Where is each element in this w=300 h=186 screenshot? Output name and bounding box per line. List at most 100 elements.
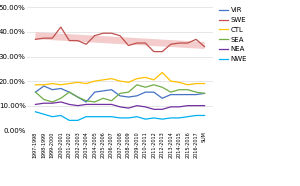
VIR (169, 94, 172, 96)
SWE (177, 42, 181, 44)
NWE (152, 117, 156, 119)
VIR (203, 92, 206, 94)
CTL (144, 76, 147, 78)
SWE (160, 51, 164, 53)
Legend: VIR, SWE, CTL, SEA, NEA, NWE: VIR, SWE, CTL, SEA, NEA, NWE (220, 7, 247, 62)
NEA (194, 105, 198, 107)
VIR (127, 96, 130, 98)
SWE (101, 32, 105, 34)
SWE (127, 44, 130, 47)
SWE (51, 37, 54, 39)
SWE (68, 39, 71, 42)
SWE (59, 26, 63, 28)
NEA (93, 103, 96, 105)
NWE (118, 117, 122, 119)
NEA (59, 101, 63, 103)
CTL (169, 80, 172, 82)
SWE (34, 38, 37, 41)
SWE (194, 38, 198, 41)
SEA (169, 91, 172, 93)
SWE (144, 42, 147, 44)
VIR (135, 95, 139, 97)
NWE (127, 117, 130, 119)
VIR (101, 90, 105, 92)
NWE (34, 111, 37, 113)
NEA (144, 106, 147, 108)
CTL (51, 82, 54, 85)
CTL (110, 78, 113, 80)
NEA (160, 108, 164, 110)
SWE (76, 39, 80, 42)
VIR (42, 85, 46, 87)
SEA (68, 91, 71, 93)
Line: SEA: SEA (35, 85, 205, 102)
NWE (51, 116, 54, 118)
SEA (93, 101, 96, 103)
CTL (118, 80, 122, 82)
NEA (51, 102, 54, 104)
NEA (118, 106, 122, 108)
SWE (93, 35, 96, 37)
NEA (68, 103, 71, 105)
VIR (144, 91, 147, 93)
Line: NWE: NWE (35, 112, 205, 120)
NEA (152, 108, 156, 110)
VIR (84, 101, 88, 103)
NEA (203, 105, 206, 107)
SEA (84, 100, 88, 102)
CTL (160, 71, 164, 74)
NEA (101, 103, 105, 105)
CTL (68, 82, 71, 85)
NWE (84, 116, 88, 118)
VIR (51, 89, 54, 91)
SEA (34, 91, 37, 93)
VIR (177, 94, 181, 96)
SEA (51, 101, 54, 103)
CTL (152, 79, 156, 81)
CTL (101, 79, 105, 81)
NEA (186, 105, 189, 107)
VIR (68, 91, 71, 93)
CTL (34, 84, 37, 86)
SEA (194, 91, 198, 93)
SEA (59, 97, 63, 99)
CTL (135, 78, 139, 80)
SWE (110, 32, 113, 34)
SEA (110, 100, 113, 102)
VIR (93, 91, 96, 93)
SEA (42, 98, 46, 101)
NEA (135, 105, 139, 107)
CTL (84, 82, 88, 85)
SWE (186, 42, 189, 44)
NWE (59, 114, 63, 117)
NWE (101, 116, 105, 118)
SEA (144, 86, 147, 88)
SEA (177, 89, 181, 91)
VIR (110, 89, 113, 91)
NWE (110, 116, 113, 118)
NWE (93, 116, 96, 118)
NEA (169, 106, 172, 108)
SEA (203, 92, 206, 94)
NWE (68, 119, 71, 121)
Line: NEA: NEA (35, 102, 205, 109)
SWE (118, 35, 122, 37)
VIR (59, 87, 63, 90)
NEA (76, 105, 80, 107)
NEA (34, 103, 37, 105)
CTL (59, 84, 63, 86)
SEA (101, 97, 105, 99)
SWE (42, 37, 46, 39)
CTL (194, 82, 198, 85)
SWE (152, 51, 156, 53)
CTL (93, 80, 96, 82)
SEA (76, 96, 80, 98)
SWE (135, 42, 139, 44)
NWE (135, 116, 139, 118)
SEA (186, 89, 189, 91)
VIR (152, 91, 156, 93)
NWE (160, 118, 164, 120)
NEA (84, 103, 88, 105)
NWE (194, 114, 198, 117)
NWE (177, 117, 181, 119)
